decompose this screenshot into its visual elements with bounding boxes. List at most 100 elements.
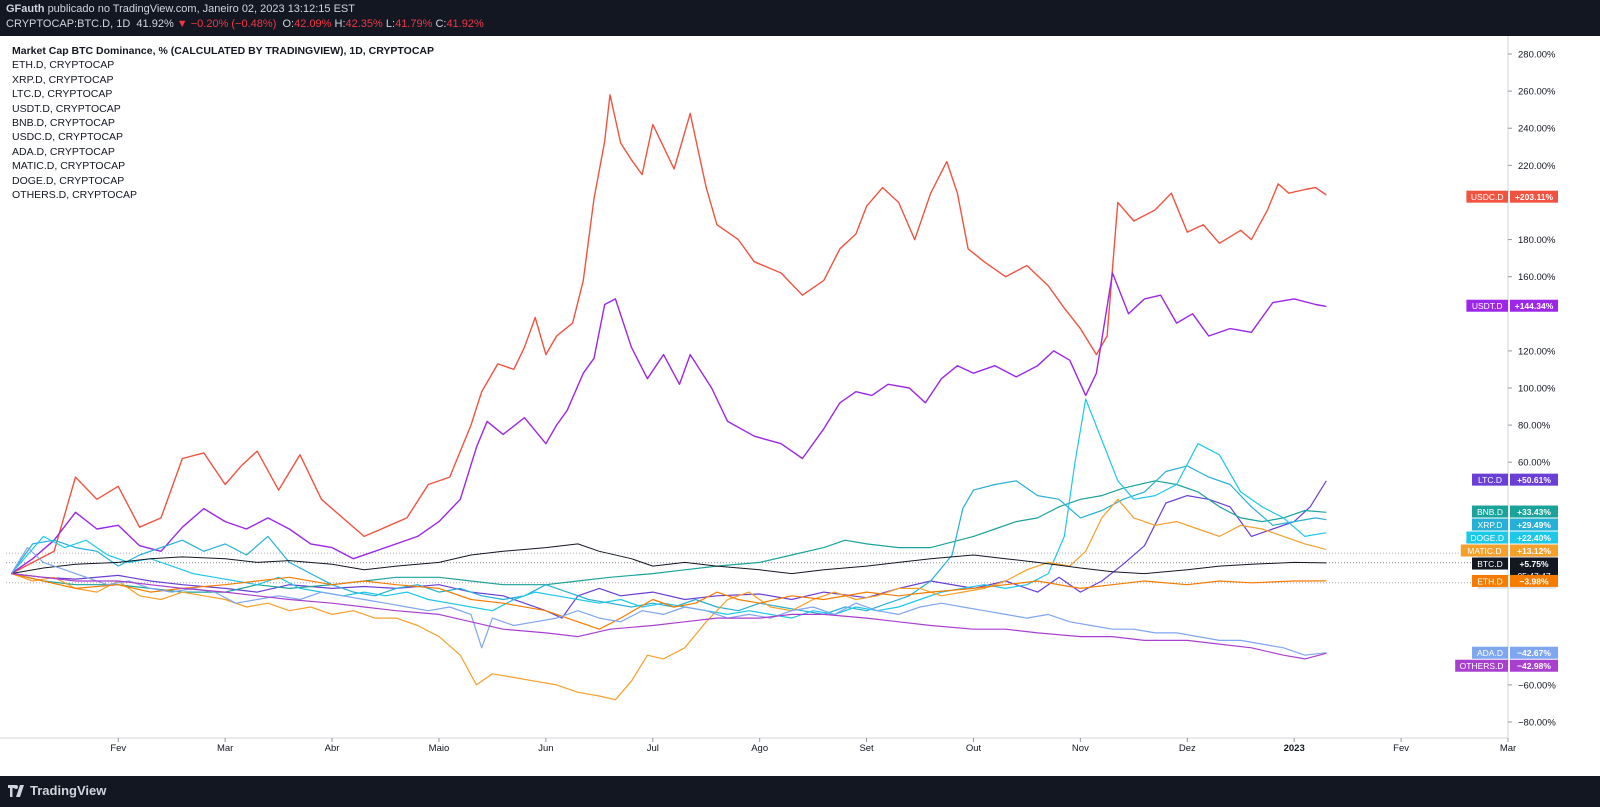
close-label: C: <box>435 18 447 30</box>
series-value-label: +29.49% <box>1517 520 1551 530</box>
series-name-badge <box>1455 659 1508 672</box>
y-tick-label: 160.00% <box>1518 272 1556 283</box>
x-tick-label: Mar <box>217 743 233 754</box>
y-tick-label: 100.00% <box>1518 384 1556 395</box>
chart-canvas[interactable]: 280.00% 260.00% 240.00% 220.00% 180.00% 160.0… <box>0 36 1600 776</box>
legend-item[interactable]: XRP.D, CRYPTOCAP <box>12 73 114 86</box>
series-name-label: USDC.D <box>1471 192 1504 202</box>
series-name-label: BTC.D <box>1477 559 1503 569</box>
series-line-btc-d[interactable] <box>11 543 1327 575</box>
y-tick-label: 120.00% <box>1518 346 1556 357</box>
footer-bar: TradingView <box>0 776 1600 807</box>
symbol-label[interactable]: CRYPTOCAP:BTC.D, 1D <box>6 18 131 30</box>
legend-item[interactable]: BNB.D, CRYPTOCAP <box>12 117 115 130</box>
open-label: O: <box>282 18 295 30</box>
series-line-matic-d[interactable] <box>11 498 1327 701</box>
series-value-label: −3.98% <box>1519 576 1549 586</box>
series-value-badge <box>1510 473 1558 486</box>
high-value: 42.35% <box>345 18 383 30</box>
high-label: H: <box>334 18 346 30</box>
author-name[interactable]: GFauth <box>6 3 45 15</box>
series-line-others-d[interactable] <box>11 573 1327 660</box>
x-tick-label: Jul <box>647 743 659 754</box>
y-tick-label: 80.00% <box>1518 421 1551 432</box>
series-line-usdt-d[interactable] <box>10 272 1327 575</box>
x-tick-label: Mar <box>1500 743 1516 754</box>
series-name-label: ADA.D <box>1477 648 1503 658</box>
y-tick-label: 180.00% <box>1518 235 1556 246</box>
x-tick-label: Jun <box>538 743 553 754</box>
series-name-badge <box>1466 531 1508 544</box>
legend-item[interactable]: DOGE.D, CRYPTOCAP <box>12 174 125 187</box>
series-name-label: LTC.D <box>1478 475 1502 485</box>
series-value-badge <box>1510 190 1558 203</box>
series-value-label: +13.12% <box>1517 546 1551 556</box>
y-tick-label: −80.00% <box>1518 718 1556 729</box>
tradingview-brand[interactable]: TradingView <box>8 783 106 798</box>
last-price: 41.92% <box>136 18 174 30</box>
series-value-badge <box>1510 518 1558 531</box>
series-name-label: MATIC.D <box>1467 546 1501 556</box>
series-name-label: DOGE.D <box>1470 533 1504 543</box>
y-tick-label: −60.00% <box>1518 680 1556 691</box>
series-value-badge <box>1510 505 1558 518</box>
x-tick-label: Nov <box>1072 743 1089 754</box>
series-name-badge <box>1472 518 1508 531</box>
series-name-badge <box>1466 299 1508 312</box>
brand-name: TradingView <box>30 783 107 798</box>
series-name-badge <box>1472 473 1508 486</box>
series-value-label: +33.43% <box>1517 507 1551 517</box>
y-tick-label: 220.00% <box>1518 161 1556 172</box>
y-tick-label: 260.00% <box>1518 87 1556 98</box>
close-value: 41.92% <box>446 18 484 30</box>
series-line-doge-d[interactable] <box>10 398 1327 619</box>
series-name-label: ETH.D <box>1477 576 1503 586</box>
series-name-badge <box>1472 574 1508 587</box>
series-value-badge <box>1510 646 1558 659</box>
tradingview-logo-icon <box>8 784 24 797</box>
legend-item[interactable]: ETH.D, CRYPTOCAP <box>12 59 115 72</box>
series-name-badge <box>1472 646 1508 659</box>
series-legend: Market Cap BTC Dominance, % (CALCULATED … <box>12 44 434 202</box>
series-value-label: −42.98% <box>1517 661 1551 671</box>
series-name-badge <box>1466 190 1508 203</box>
y-tick-label: 280.00% <box>1518 50 1556 61</box>
series-line-usdc-d[interactable] <box>10 94 1327 575</box>
series-value-badge <box>1510 659 1558 672</box>
x-tick-label: Abr <box>325 743 340 754</box>
legend-item[interactable]: ADA.D, CRYPTOCAP <box>12 145 115 158</box>
ohlc-line: CRYPTOCAP:BTC.D, 1D 41.92% ▼ −0.20% (−0.… <box>6 18 484 30</box>
low-value: 41.79% <box>395 18 433 30</box>
series-line-eth-d[interactable] <box>11 573 1327 630</box>
series-name-label: XRP.D <box>1478 520 1503 530</box>
series-name-label: USDT.D <box>1472 301 1503 311</box>
chart-header: GFauth publicado no TradingView.com, Jan… <box>0 0 1600 36</box>
x-tick-label: Maio <box>429 743 450 754</box>
series-value-badge <box>1510 531 1558 544</box>
series-line-ada-d[interactable] <box>10 547 1327 656</box>
series-value-label: +50.61% <box>1517 475 1551 485</box>
series-line-bnb-d[interactable] <box>11 480 1327 593</box>
legend-main-title[interactable]: Market Cap BTC Dominance, % (CALCULATED … <box>12 45 434 57</box>
legend-item[interactable]: MATIC.D, CRYPTOCAP <box>12 160 126 173</box>
series-value-label: +203.11% <box>1515 192 1553 202</box>
series-name-label: BNB.D <box>1477 507 1503 517</box>
series-value-label: +5.75% <box>1519 559 1549 569</box>
series-name-label: OTHERS.D <box>1460 661 1504 671</box>
chart-area[interactable]: 280.00% 260.00% 240.00% 220.00% 180.00% 160.0… <box>0 36 1600 776</box>
legend-item[interactable]: LTC.D, CRYPTOCAP <box>12 88 113 101</box>
x-tick-label: Out <box>966 743 982 754</box>
x-tick-label: 2023 <box>1284 743 1305 754</box>
low-label: L: <box>385 18 396 30</box>
legend-item[interactable]: USDC.D, CRYPTOCAP <box>12 131 124 144</box>
y-tick-label: 60.00% <box>1518 458 1551 469</box>
legend-item[interactable]: USDT.D, CRYPTOCAP <box>12 102 121 115</box>
x-tick-label: Set <box>859 743 874 754</box>
down-arrow-icon: ▼ <box>176 18 188 30</box>
y-tick-label: 240.00% <box>1518 124 1556 135</box>
series-value-label: +22.40% <box>1517 533 1551 543</box>
series-name-badge <box>1472 557 1508 570</box>
legend-item[interactable]: OTHERS.D, CRYPTOCAP <box>12 189 138 202</box>
x-tick-label: Ago <box>751 743 768 754</box>
series-value-badge <box>1510 299 1558 312</box>
